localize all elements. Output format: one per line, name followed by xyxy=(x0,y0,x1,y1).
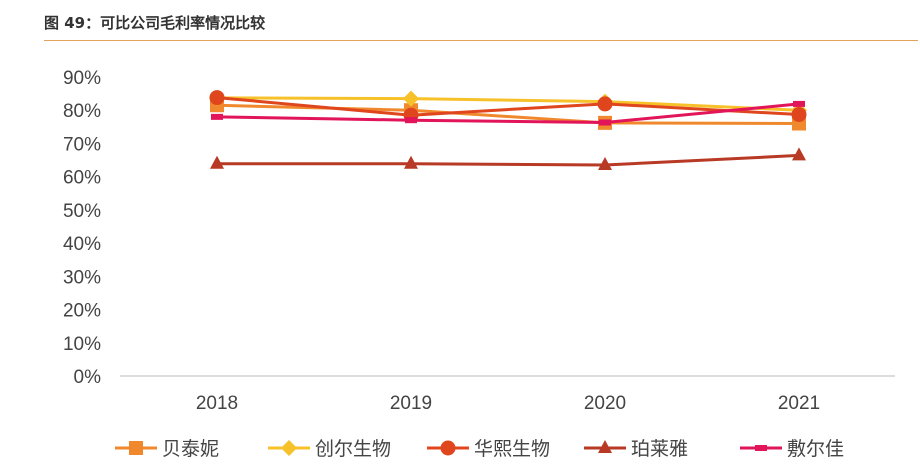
y-tick-label: 40% xyxy=(63,234,101,255)
data-point xyxy=(598,157,612,171)
series-line xyxy=(216,96,800,112)
legend-label: 珀莱雅 xyxy=(631,438,688,460)
data-point xyxy=(211,113,223,120)
y-tick-label: 90% xyxy=(63,68,101,89)
x-tick-label: 2020 xyxy=(584,393,626,414)
title-rule xyxy=(44,40,918,41)
x-tick-label: 2019 xyxy=(390,393,432,414)
legend-label: 贝泰妮 xyxy=(162,438,219,460)
y-tick-label: 10% xyxy=(63,334,101,355)
x-tick-label: 2021 xyxy=(778,393,820,414)
legend-item: 创尔生物 xyxy=(268,438,391,460)
figure-title: 图 49：可比公司毛利率情况比较 xyxy=(44,14,266,32)
series-layer xyxy=(209,89,807,171)
data-point xyxy=(792,147,806,161)
legend-marker xyxy=(440,440,456,456)
legend-item: 贝泰妮 xyxy=(115,438,219,460)
y-tick-label: 30% xyxy=(63,267,101,288)
series-5 xyxy=(211,100,805,126)
x-tick-label: 2018 xyxy=(196,393,238,414)
y-tick-label: 80% xyxy=(63,101,101,122)
legend-marker xyxy=(281,440,297,456)
legend-item: 珀莱雅 xyxy=(584,438,688,460)
legend: 贝泰妮 创尔生物 华熙生物 珀莱雅 敷尔佳 xyxy=(115,438,844,460)
series-1 xyxy=(210,98,806,131)
legend-marker xyxy=(598,440,612,453)
data-point xyxy=(404,155,418,169)
legend-item: 华熙生物 xyxy=(427,438,550,460)
series-3 xyxy=(209,90,807,123)
data-point xyxy=(793,100,805,107)
legend-label: 敷尔佳 xyxy=(787,438,844,460)
data-point xyxy=(405,117,417,124)
y-tick-label: 70% xyxy=(63,134,101,155)
data-point xyxy=(791,107,807,123)
y-tick-label: 0% xyxy=(74,367,102,388)
series-line xyxy=(216,96,800,117)
y-tick-label: 20% xyxy=(63,301,101,322)
series-line xyxy=(217,153,800,167)
y-axis: 0% 10% 20% 30% 40% 50% 60% 70% 80% 90% xyxy=(63,68,101,388)
legend-marker xyxy=(129,441,143,455)
series-4 xyxy=(210,147,806,171)
x-axis: 2018 2019 2020 2021 xyxy=(120,375,895,414)
data-point xyxy=(210,155,224,169)
legend-marker xyxy=(755,445,767,451)
data-point xyxy=(403,90,419,107)
data-point xyxy=(599,119,611,126)
legend-label: 创尔生物 xyxy=(315,438,391,460)
legend-label: 华熙生物 xyxy=(474,438,550,460)
figure-header: 图 49：可比公司毛利率情况比较 xyxy=(0,0,920,41)
data-point xyxy=(209,90,225,106)
y-tick-label: 60% xyxy=(63,168,101,189)
series-line xyxy=(216,102,800,125)
data-point xyxy=(597,96,613,112)
legend-item: 敷尔佳 xyxy=(740,438,844,460)
y-tick-label: 50% xyxy=(63,201,101,222)
